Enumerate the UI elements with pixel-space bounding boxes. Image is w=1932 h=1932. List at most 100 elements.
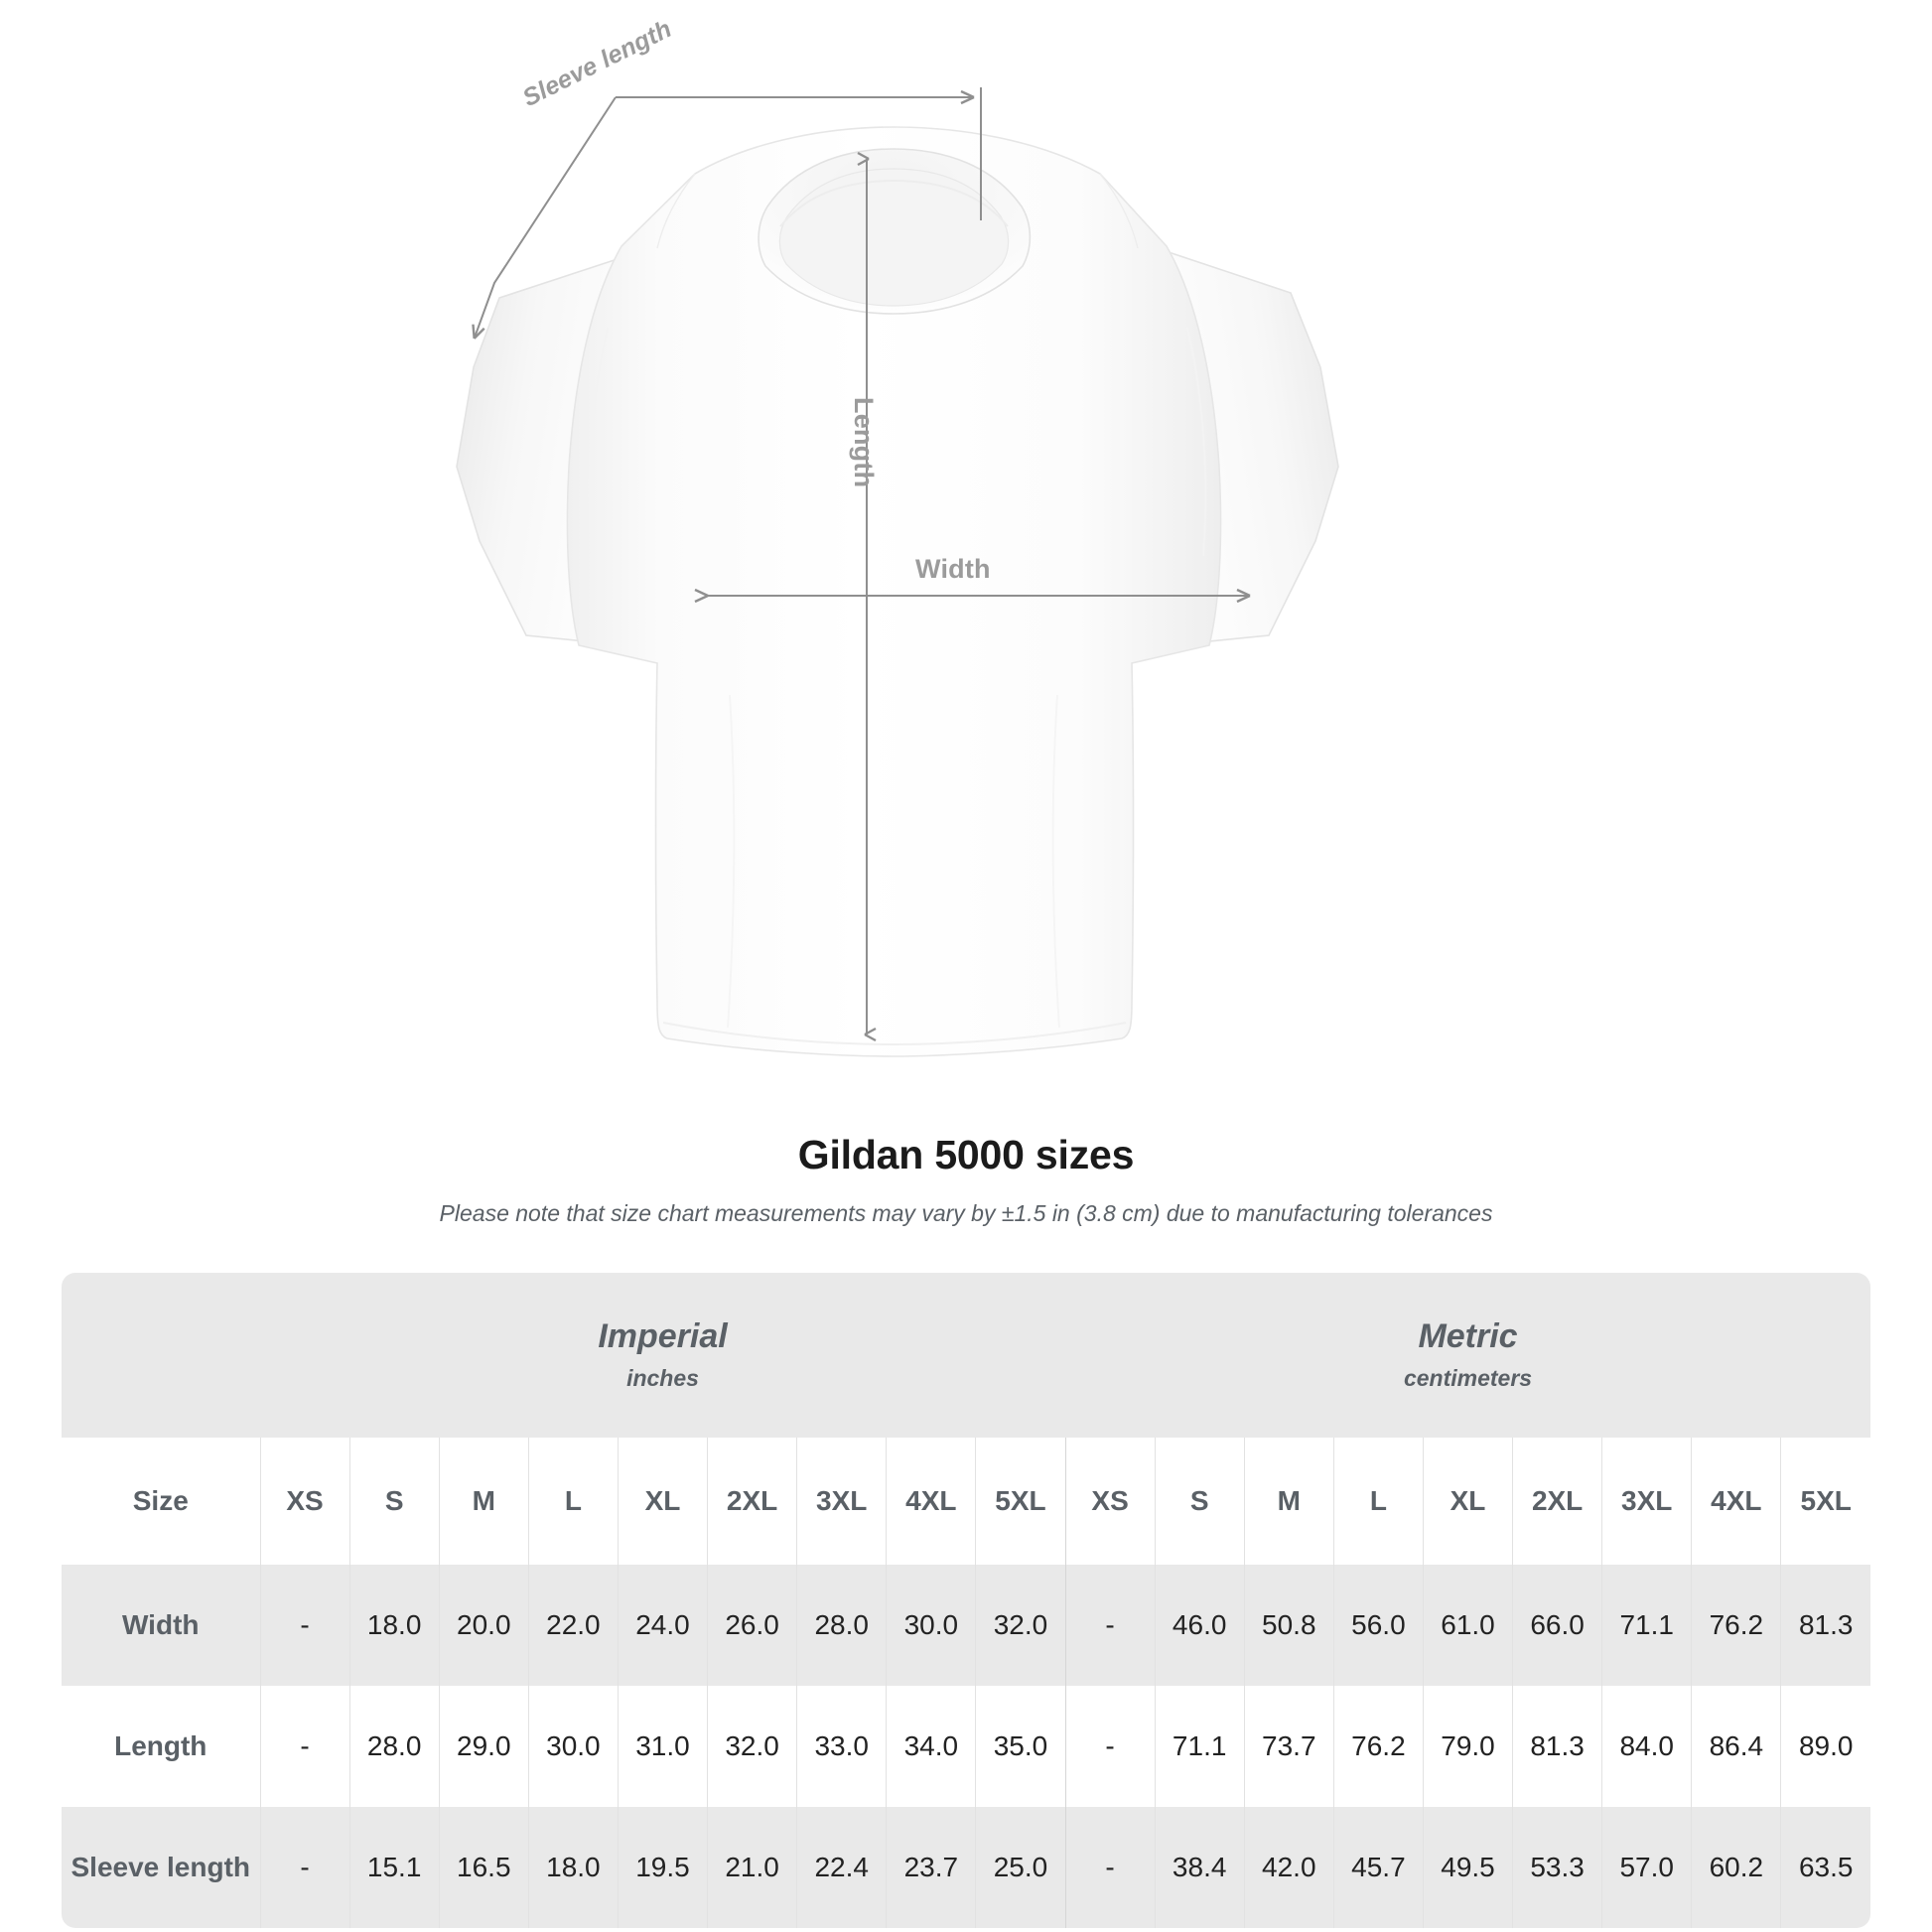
- size-header-metric-2xl: 2XL: [1512, 1438, 1602, 1565]
- size-header-imperial-xl: XL: [617, 1438, 708, 1565]
- cell-width-imperial-4xl: 30.0: [886, 1565, 976, 1686]
- cell-length-imperial-3xl: 33.0: [796, 1686, 887, 1807]
- cell-width-metric-2xl: 66.0: [1512, 1565, 1602, 1686]
- cell-sleeve-length-imperial-xs: -: [259, 1807, 350, 1928]
- row-label-length: Length: [62, 1686, 260, 1807]
- cell-width-metric-4xl: 76.2: [1691, 1565, 1781, 1686]
- unit-header-spacer: [62, 1273, 260, 1438]
- tshirt-illustration: [456, 126, 1339, 1057]
- size-header-metric-m: M: [1243, 1438, 1334, 1565]
- size-header-imperial-m: M: [438, 1438, 529, 1565]
- page-subtitle: Please note that size chart measurements…: [439, 1200, 1493, 1226]
- size-header-imperial-xs: XS: [259, 1438, 350, 1565]
- page-title: Gildan 5000 sizes: [797, 1132, 1135, 1177]
- table-row: Length -28.0 29.0 30.0 31.0 32.0 33.0 34.0 35.0-…: [62, 1686, 1871, 1807]
- size-header-imperial-l: L: [527, 1438, 619, 1565]
- size-header-metric-4xl: 4XL: [1691, 1438, 1781, 1565]
- cell-width-imperial-5xl: 32.0: [975, 1565, 1066, 1686]
- length-dimension-label: Length: [849, 397, 879, 488]
- cell-sleeve-length-metric-s: 38.4: [1154, 1807, 1245, 1928]
- unit-group-metric: Metric centimeters: [1065, 1273, 1871, 1438]
- cell-sleeve-length-imperial-4xl: 23.7: [886, 1807, 976, 1928]
- size-header-metric-5xl: 5XL: [1780, 1438, 1871, 1565]
- cell-length-metric-5xl: 89.0: [1780, 1686, 1871, 1807]
- cell-sleeve-length-imperial-5xl: 25.0: [975, 1807, 1066, 1928]
- cell-sleeve-length-imperial-xl: 19.5: [617, 1807, 708, 1928]
- cell-sleeve-length-metric-m: 42.0: [1243, 1807, 1334, 1928]
- size-header-metric-s: S: [1154, 1438, 1245, 1565]
- cell-width-imperial-l: 22.0: [527, 1565, 619, 1686]
- size-chart-body: Width -18.0 20.0 22.0 24.0 26.0 28.0 30.0 32.0-4…: [62, 1565, 1871, 1928]
- cell-length-imperial-s: 28.0: [348, 1686, 440, 1807]
- cell-length-metric-xl: 79.0: [1422, 1686, 1513, 1807]
- width-dimension-label: Width: [915, 554, 991, 584]
- cell-sleeve-length-imperial-s: 15.1: [348, 1807, 440, 1928]
- cell-width-metric-m: 50.8: [1243, 1565, 1334, 1686]
- row-label-sleeve-length: Sleeve length: [62, 1807, 260, 1928]
- unit-group-header-row: Imperial inches Metric centimeters: [62, 1273, 1871, 1438]
- cell-length-metric-3xl: 84.0: [1601, 1686, 1692, 1807]
- cell-length-imperial-4xl: 34.0: [886, 1686, 976, 1807]
- size-header-imperial-3xl: 3XL: [796, 1438, 887, 1565]
- size-header-row: Size XS S M L XL 2XL 3XL 4XL 5XL XS S M L XL 2XL 3XL 4XL 5…: [62, 1438, 1871, 1565]
- cell-sleeve-length-metric-5xl: 63.5: [1780, 1807, 1871, 1928]
- cell-sleeve-length-metric-xl: 49.5: [1422, 1807, 1513, 1928]
- cell-length-metric-m: 73.7: [1243, 1686, 1334, 1807]
- size-header-metric-xl: XL: [1422, 1438, 1513, 1565]
- cell-sleeve-length-imperial-m: 16.5: [438, 1807, 529, 1928]
- unit-group-imperial: Imperial inches: [260, 1273, 1066, 1438]
- cell-sleeve-length-imperial-2xl: 21.0: [707, 1807, 797, 1928]
- size-header-imperial-4xl: 4XL: [886, 1438, 976, 1565]
- cell-length-metric-s: 71.1: [1154, 1686, 1245, 1807]
- table-row: Sleeve length -15.1 16.5 18.0 19.5 21.0 22.4 23…: [62, 1807, 1871, 1928]
- cell-width-imperial-s: 18.0: [348, 1565, 440, 1686]
- row-label-width: Width: [62, 1565, 260, 1686]
- cell-width-imperial-xl: 24.0: [617, 1565, 708, 1686]
- tshirt-measurement-diagram: Sleeve length Length Width: [456, 15, 1339, 1057]
- dimension-lines: [472, 87, 1251, 1042]
- cell-width-metric-xl: 61.0: [1422, 1565, 1513, 1686]
- cell-sleeve-length-metric-3xl: 57.0: [1601, 1807, 1692, 1928]
- cell-sleeve-length-metric-4xl: 60.2: [1691, 1807, 1781, 1928]
- cell-width-imperial-m: 20.0: [438, 1565, 529, 1686]
- cell-length-metric-l: 76.2: [1332, 1686, 1424, 1807]
- unit-group-imperial-name: Imperial: [598, 1316, 728, 1355]
- size-chart-table: Imperial inches Metric centimeters Size X…: [62, 1273, 1871, 1928]
- cell-sleeve-length-metric-l: 45.7: [1332, 1807, 1424, 1928]
- size-header-imperial-5xl: 5XL: [975, 1438, 1066, 1565]
- unit-group-imperial-sub: inches: [626, 1365, 699, 1392]
- cell-width-imperial-xs: -: [259, 1565, 350, 1686]
- cell-length-imperial-l: 30.0: [527, 1686, 619, 1807]
- cell-sleeve-length-metric-xs: -: [1064, 1807, 1156, 1928]
- cell-length-metric-xs: -: [1064, 1686, 1156, 1807]
- cell-width-imperial-3xl: 28.0: [796, 1565, 887, 1686]
- size-header-metric-xs: XS: [1064, 1438, 1156, 1565]
- size-chart-table-wrap: Imperial inches Metric centimeters Size X…: [62, 1273, 1871, 1928]
- unit-group-metric-sub: centimeters: [1403, 1365, 1533, 1392]
- table-row: Width -18.0 20.0 22.0 24.0 26.0 28.0 30.0 32.0-4…: [62, 1565, 1871, 1686]
- chart-title-block: Gildan 5000 sizes Please note that size …: [0, 1132, 1932, 1227]
- size-header-label: Size: [62, 1438, 260, 1565]
- cell-width-metric-xs: -: [1064, 1565, 1156, 1686]
- cell-width-metric-l: 56.0: [1332, 1565, 1424, 1686]
- cell-sleeve-length-imperial-l: 18.0: [527, 1807, 619, 1928]
- unit-group-metric-name: Metric: [1418, 1316, 1518, 1355]
- cell-length-imperial-m: 29.0: [438, 1686, 529, 1807]
- cell-length-imperial-2xl: 32.0: [707, 1686, 797, 1807]
- cell-length-imperial-5xl: 35.0: [975, 1686, 1066, 1807]
- cell-length-imperial-xs: -: [259, 1686, 350, 1807]
- cell-width-imperial-2xl: 26.0: [707, 1565, 797, 1686]
- tshirt-diagram-svg: [456, 87, 1339, 1057]
- cell-length-metric-2xl: 81.3: [1512, 1686, 1602, 1807]
- size-header-metric-l: L: [1332, 1438, 1424, 1565]
- cell-sleeve-length-imperial-3xl: 22.4: [796, 1807, 887, 1928]
- cell-width-metric-5xl: 81.3: [1780, 1565, 1871, 1686]
- size-header-imperial-s: S: [348, 1438, 440, 1565]
- size-header-imperial-2xl: 2XL: [707, 1438, 797, 1565]
- cell-length-imperial-xl: 31.0: [617, 1686, 708, 1807]
- size-header-metric-3xl: 3XL: [1601, 1438, 1692, 1565]
- cell-width-metric-3xl: 71.1: [1601, 1565, 1692, 1686]
- cell-length-metric-4xl: 86.4: [1691, 1686, 1781, 1807]
- cell-sleeve-length-metric-2xl: 53.3: [1512, 1807, 1602, 1928]
- cell-width-metric-s: 46.0: [1154, 1565, 1245, 1686]
